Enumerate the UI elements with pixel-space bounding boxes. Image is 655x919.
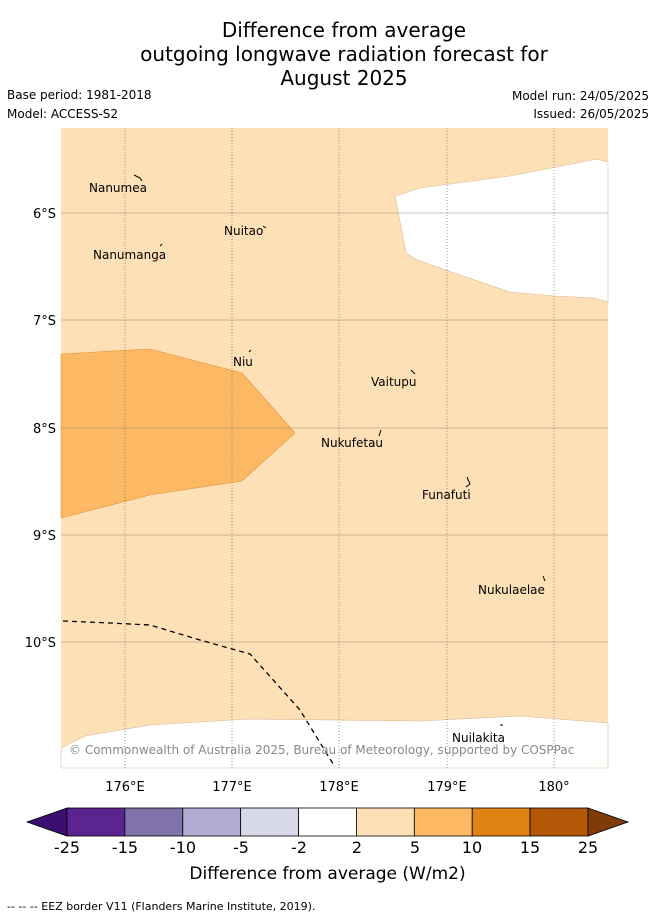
island-nukufetau-shape [378,429,382,437]
island-funafuti-shape [465,476,471,488]
place-label-nuitao: Nuitao [224,224,263,238]
issued-date: Issued: 26/05/2025 [533,107,649,121]
place-label-nuilakita: Nuilakita [452,731,505,745]
colorbar-tick: 15 [519,838,541,857]
lon-label-177e: 177°E [212,780,252,795]
colorbar-extend-high [587,807,630,837]
colorbar-tick: -5 [233,838,249,857]
colorbar-swatch [529,807,589,837]
colorbar-extend-low [25,807,68,837]
colorbar-label: Difference from average (W/m2) [189,864,466,884]
colorbar-tick: -15 [111,838,139,857]
island-niu-shape [248,349,252,353]
lon-label-176e: 176°E [105,780,145,795]
eez-border-line [62,620,336,768]
colorbar-tick: -25 [53,838,81,857]
lat-label-6s: 6°S [33,207,56,222]
colorbar-tick: 10 [461,838,483,857]
island-nukulaelae-shape [542,575,546,582]
colorbar [25,807,630,837]
colorbar-tick: -10 [169,838,197,857]
title-line-1: Difference from average [221,18,467,42]
place-label-nanumea: Nanumea [89,181,147,195]
colorbar-tick: 25 [577,838,599,857]
place-label-vaitupu: Vaitupu [371,375,417,389]
model-name: Model: ACCESS-S2 [7,107,119,121]
island-nanumea-shape [133,174,143,182]
base-period: Base period: 1981-2018 [7,88,152,102]
lon-label-178e: 178°E [319,780,359,795]
lat-label-9s: 9°S [33,529,56,544]
colorbar-swatch [413,807,473,837]
place-label-niu: Niu [233,355,253,369]
colorbar-tick: 5 [409,838,421,857]
model-run: Model run: 24/05/2025 [511,89,649,103]
colorbar-swatch [356,807,415,837]
colorbar-swatch [240,807,299,837]
lat-label-10s: 10°S [25,636,56,651]
neutral-region-south [60,715,609,769]
island-nuitao-shape [262,225,267,229]
anomaly-5-to-10-region [60,348,296,519]
lon-label-180: 180° [538,780,569,795]
place-label-funafuti: Funafuti [422,488,471,502]
islands [133,174,546,726]
lat-label-7s: 7°S [33,314,56,329]
colorbar-tick: -2 [291,838,307,857]
title-line-3: August 2025 [280,66,408,90]
colorbar-swatch [124,807,184,837]
neutral-region-northeast [394,158,609,303]
copyright-text: © Commonwealth of Australia 2025, Bureau… [69,743,574,757]
island-nanumanga-shape [159,243,163,247]
lat-gridlines [61,212,608,643]
colorbar-swatch [182,807,242,837]
place-label-nukulaelae: Nukulaelae [478,583,545,597]
place-label-nanumanga: Nanumanga [93,248,166,262]
colorbar-tick: 2 [351,838,363,857]
colorbar-swatch [298,807,357,837]
colorbar-swatch [66,807,126,837]
eez-legend-note: -- -- -- EEZ border V11 (Flanders Marine… [7,900,316,913]
island-vaitupu-shape [410,369,416,375]
colorbar-swatch [471,807,531,837]
lon-label-179e: 179°E [427,780,467,795]
title-line-2: outgoing longwave radiation forecast for [140,42,548,66]
place-label-nukufetau: Nukufetau [321,436,383,450]
lat-label-8s: 8°S [33,422,56,437]
